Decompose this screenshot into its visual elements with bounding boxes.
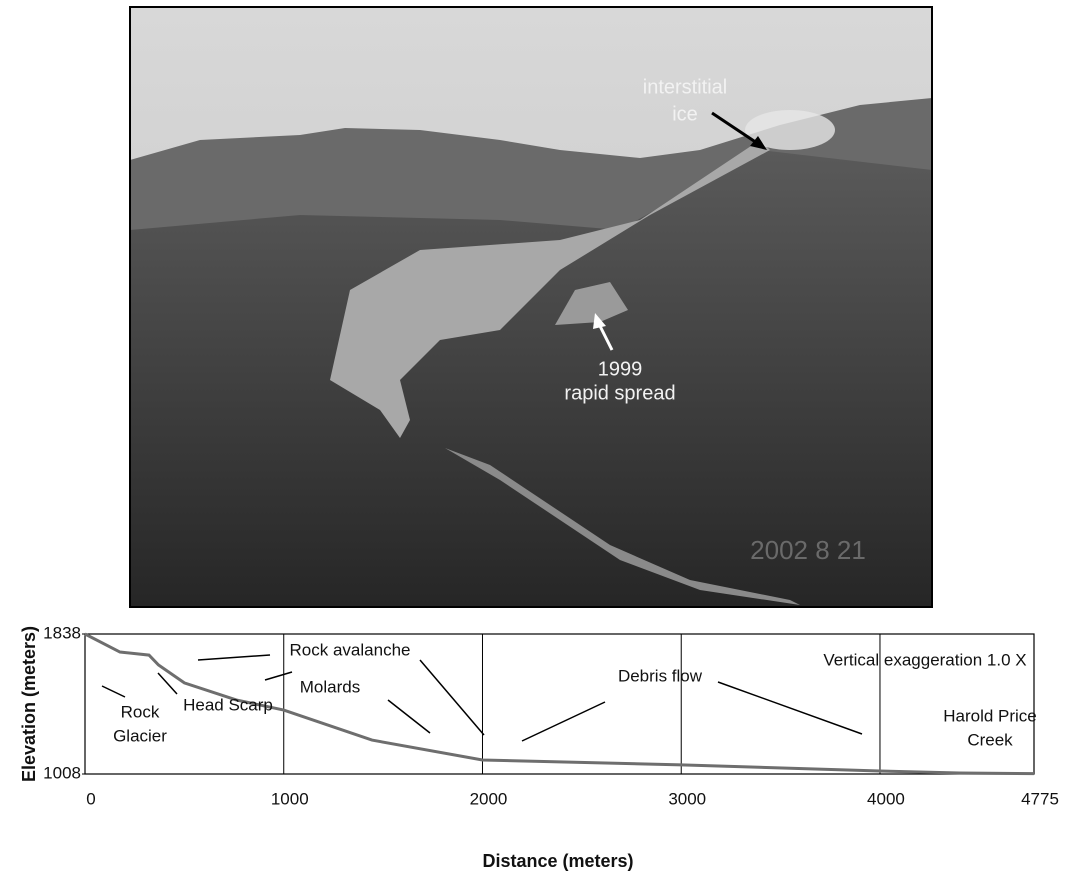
x-tick-label: 0 (86, 789, 95, 808)
chart-annotation: Rock avalanche (290, 640, 411, 659)
x-tick-label: 4775 (1021, 789, 1059, 808)
chart-annotation: Debris flow (618, 666, 703, 685)
x-tick-label: 2000 (470, 789, 508, 808)
chart-annotation: Rock (121, 702, 160, 721)
chart-annotation: Head Scarp (183, 695, 273, 714)
photo-annotation: ice (672, 103, 698, 125)
x-tick-label: 1000 (271, 789, 309, 808)
photo-annotation: 1999 (598, 358, 643, 380)
chart-annotation: Vertical exaggeration 1.0 X (823, 650, 1026, 669)
x-axis-title: Distance (meters) (482, 851, 633, 871)
x-tick-label: 3000 (668, 789, 706, 808)
chart-annotation: Creek (967, 730, 1013, 749)
chart-annotation: Glacier (113, 726, 167, 745)
chart-annotation: Harold Price (943, 706, 1037, 725)
date-stamp: 2002 8 21 (750, 535, 866, 565)
photo-annotation: rapid spread (564, 382, 675, 404)
y-tick-label: 1008 (43, 763, 81, 782)
photo-annotation: interstitial (643, 76, 727, 98)
chart-annotation: Molards (300, 677, 360, 696)
y-axis-title: Elevation (meters) (19, 626, 39, 782)
y-tick-label: 1838 (43, 623, 81, 642)
photo (130, 7, 932, 607)
x-tick-label: 4000 (867, 789, 905, 808)
figure: interstitial ice 1999rapid spread 2002 8 21… (0, 0, 1070, 877)
